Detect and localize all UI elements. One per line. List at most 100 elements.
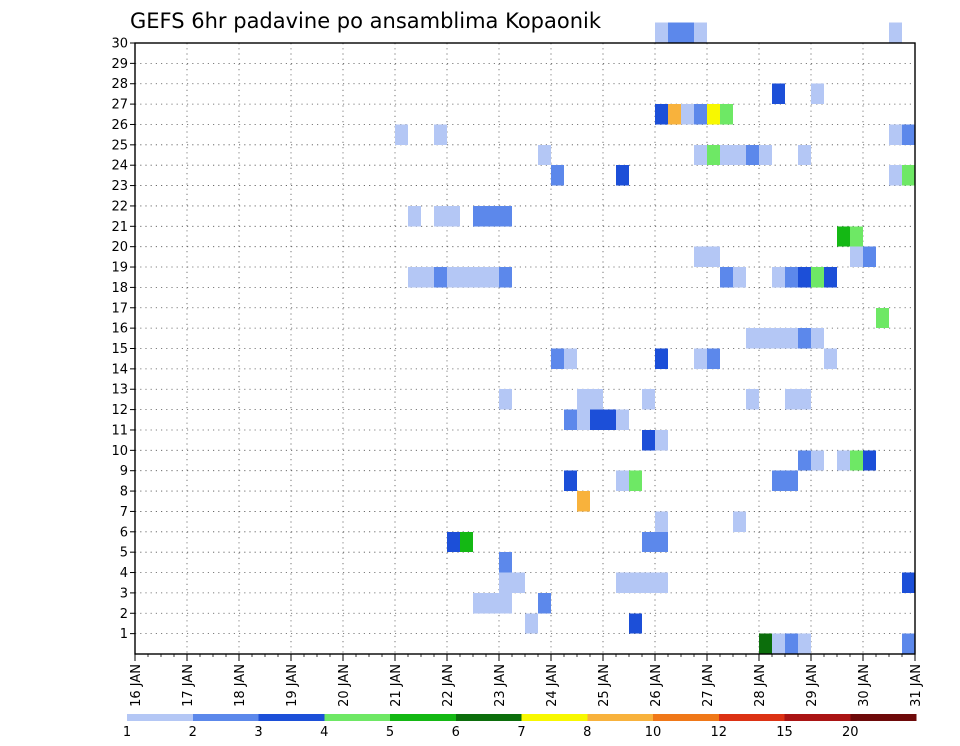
heatmap-cell xyxy=(499,572,512,593)
y-axis: 1234567891011121314151617181920212223242… xyxy=(111,37,135,642)
y-tick-label: 1 xyxy=(120,627,128,642)
heatmap-cell xyxy=(798,328,811,349)
legend: 1 2 3 4 5 6 7 8 10 12 15 20 xyxy=(123,714,917,740)
legend-label: 3 xyxy=(254,725,262,740)
heatmap-cell xyxy=(863,246,876,268)
legend-swatch xyxy=(521,714,588,721)
heatmap-cell xyxy=(785,633,798,654)
legend-label: 4 xyxy=(320,725,328,740)
y-tick-label: 28 xyxy=(111,77,128,92)
heatmap-cell xyxy=(421,267,434,288)
heatmap-cell xyxy=(811,83,824,105)
x-tick-label: 24 JAN xyxy=(545,664,560,707)
legend-swatch xyxy=(784,714,851,721)
legend-swatch xyxy=(127,714,194,721)
y-tick-label: 4 xyxy=(120,566,128,581)
y-tick-label: 7 xyxy=(120,505,128,520)
heatmap-cell xyxy=(499,552,512,573)
heatmap-cell xyxy=(863,450,876,471)
heatmap-cell xyxy=(473,267,486,288)
heatmap-cell xyxy=(798,389,811,410)
heatmap-cell xyxy=(811,267,824,288)
y-tick-label: 11 xyxy=(111,423,128,438)
heatmap-cell xyxy=(538,144,551,166)
heatmap-cell xyxy=(668,104,681,125)
legend-label: 15 xyxy=(776,725,793,740)
heatmap-cell xyxy=(434,124,447,145)
heatmap-cell xyxy=(538,592,551,614)
heatmap-cell xyxy=(434,267,447,288)
heatmap-cell xyxy=(655,531,668,553)
legend-swatch xyxy=(653,714,720,721)
y-tick-label: 26 xyxy=(111,118,128,133)
heatmap-cell xyxy=(434,205,447,227)
legend-swatch xyxy=(324,714,391,721)
heatmap-cell xyxy=(655,104,668,125)
heatmap-cell xyxy=(694,144,707,166)
heatmap-cell xyxy=(837,450,850,471)
legend-swatch xyxy=(390,714,457,721)
heatmap-cell xyxy=(707,104,720,125)
heatmap-cell xyxy=(499,205,512,227)
heatmap-cell xyxy=(564,348,577,369)
heatmap-cell xyxy=(447,531,460,553)
x-tick-label: 28 JAN xyxy=(753,664,768,707)
heatmap-cell xyxy=(720,267,733,288)
heatmap-cell xyxy=(707,144,720,166)
heatmap-cell xyxy=(694,246,707,268)
heatmap-cell xyxy=(785,328,798,349)
legend-label: 20 xyxy=(842,725,859,740)
heatmap-cell xyxy=(681,104,694,125)
heatmap-cell xyxy=(395,124,408,145)
heatmap-cell xyxy=(798,633,811,654)
heatmap-cell xyxy=(850,246,863,268)
heatmap-cell xyxy=(759,328,772,349)
heatmap-cell xyxy=(616,165,629,186)
y-tick-label: 25 xyxy=(111,138,128,153)
heatmap-cell xyxy=(824,267,837,288)
x-tick-label: 27 JAN xyxy=(701,664,716,707)
heatmap-cell xyxy=(447,267,460,288)
cells-layer xyxy=(395,22,915,654)
heatmap-cell xyxy=(720,104,733,125)
heatmap-cell xyxy=(629,613,642,634)
heatmap-cell xyxy=(499,389,512,410)
heatmap-cell xyxy=(447,205,460,227)
y-tick-label: 30 xyxy=(111,37,128,52)
heatmap-cell xyxy=(772,83,785,105)
heatmap-cell xyxy=(408,267,421,288)
heatmap-cell xyxy=(473,205,486,227)
heatmap-cell xyxy=(746,389,759,410)
x-tick-label: 29 JAN xyxy=(805,664,820,707)
x-tick-label: 31 JAN xyxy=(909,664,924,707)
y-tick-label: 21 xyxy=(111,220,128,235)
heatmap-cell xyxy=(616,409,629,430)
x-tick-label: 23 JAN xyxy=(493,664,508,707)
heatmap-cell xyxy=(772,328,785,349)
legend-swatch xyxy=(192,714,259,721)
heatmap-cell xyxy=(824,348,837,369)
legend-swatch xyxy=(718,714,785,721)
heatmap-cell xyxy=(486,205,499,227)
heatmap-cell xyxy=(499,267,512,288)
chart-title: GEFS 6hr padavine po ansamblima Kopaonik xyxy=(130,9,602,33)
y-tick-label: 24 xyxy=(111,159,128,174)
heatmap-cell xyxy=(616,572,629,593)
legend-swatch xyxy=(587,714,654,721)
heatmap-cell xyxy=(681,22,694,43)
heatmap-cell xyxy=(668,22,681,43)
y-tick-label: 20 xyxy=(111,240,128,255)
y-tick-label: 16 xyxy=(111,322,128,337)
y-tick-label: 6 xyxy=(120,525,128,540)
heatmap-cell xyxy=(785,267,798,288)
heatmap-cell xyxy=(707,246,720,268)
heatmap-cell xyxy=(577,409,590,430)
heatmap-cell xyxy=(876,307,889,329)
heatmap-cell xyxy=(694,22,707,43)
x-tick-label: 19 JAN xyxy=(285,664,300,707)
heatmap-cell xyxy=(850,226,863,247)
heatmap-cell xyxy=(707,348,720,369)
legend-label: 8 xyxy=(583,725,591,740)
y-tick-label: 2 xyxy=(120,607,128,622)
